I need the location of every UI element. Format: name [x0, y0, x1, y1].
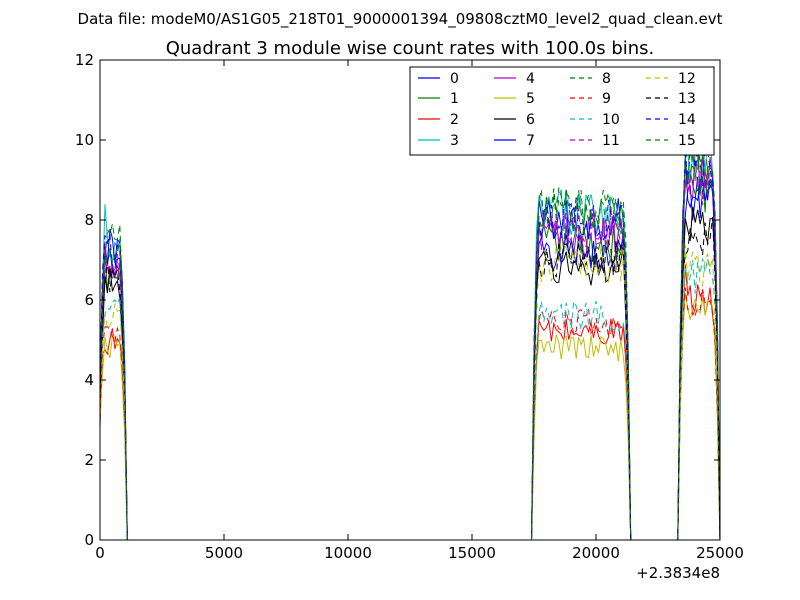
y-tick-label: 0 [84, 531, 94, 549]
suptitle: Data file: modeM0/AS1G05_218T01_90000013… [78, 10, 723, 29]
series-line-6 [100, 206, 720, 540]
chart-title: Quadrant 3 module wise count rates with … [166, 38, 655, 59]
y-tick-label: 10 [75, 131, 94, 149]
legend-label: 0 [450, 71, 459, 87]
series-line-15 [100, 135, 720, 540]
legend-label: 4 [526, 71, 535, 87]
legend-label: 8 [602, 71, 611, 87]
legend-label: 6 [526, 112, 535, 128]
legend-label: 1 [450, 91, 459, 107]
legend-label: 15 [678, 133, 696, 149]
x-tick-label: 5000 [205, 544, 243, 562]
legend-label: 12 [678, 71, 696, 87]
legend-label: 9 [602, 91, 611, 107]
legend-box [409, 66, 715, 156]
y-tick-label: 2 [84, 451, 94, 469]
x-tick-label: 20000 [572, 544, 620, 562]
series-line-12 [100, 244, 720, 540]
series-line-7 [100, 155, 720, 540]
series-line-2 [100, 264, 720, 540]
x-tick-label: 10000 [324, 544, 372, 562]
y-tick-label: 6 [84, 291, 94, 309]
x-offset-label: +2.3834e8 [636, 564, 720, 582]
x-tick-label: 25000 [696, 544, 744, 562]
x-axis: 0 5000 10000 15000 20000 25000 [95, 60, 744, 562]
series-line-5 [100, 293, 720, 540]
y-tick-label: 4 [84, 371, 94, 389]
series-lines [100, 135, 720, 540]
x-tick-label: 15000 [448, 544, 496, 562]
series-line-3 [100, 135, 720, 540]
x-tick-label: 0 [95, 544, 105, 562]
series-line-8 [100, 148, 720, 540]
legend-label: 14 [678, 112, 696, 128]
legend-label: 3 [450, 133, 459, 149]
legend-label: 7 [526, 133, 535, 149]
legend-label: 11 [602, 133, 620, 149]
y-tick-label: 12 [75, 51, 94, 69]
series-line-9 [100, 287, 720, 540]
legend-label: 5 [526, 91, 535, 107]
y-tick-label: 8 [84, 211, 94, 229]
legend-label: 10 [602, 112, 620, 128]
legend-label: 13 [678, 91, 696, 107]
series-line-14 [100, 143, 720, 540]
series-line-13 [100, 217, 720, 540]
legend-label: 2 [450, 112, 459, 128]
